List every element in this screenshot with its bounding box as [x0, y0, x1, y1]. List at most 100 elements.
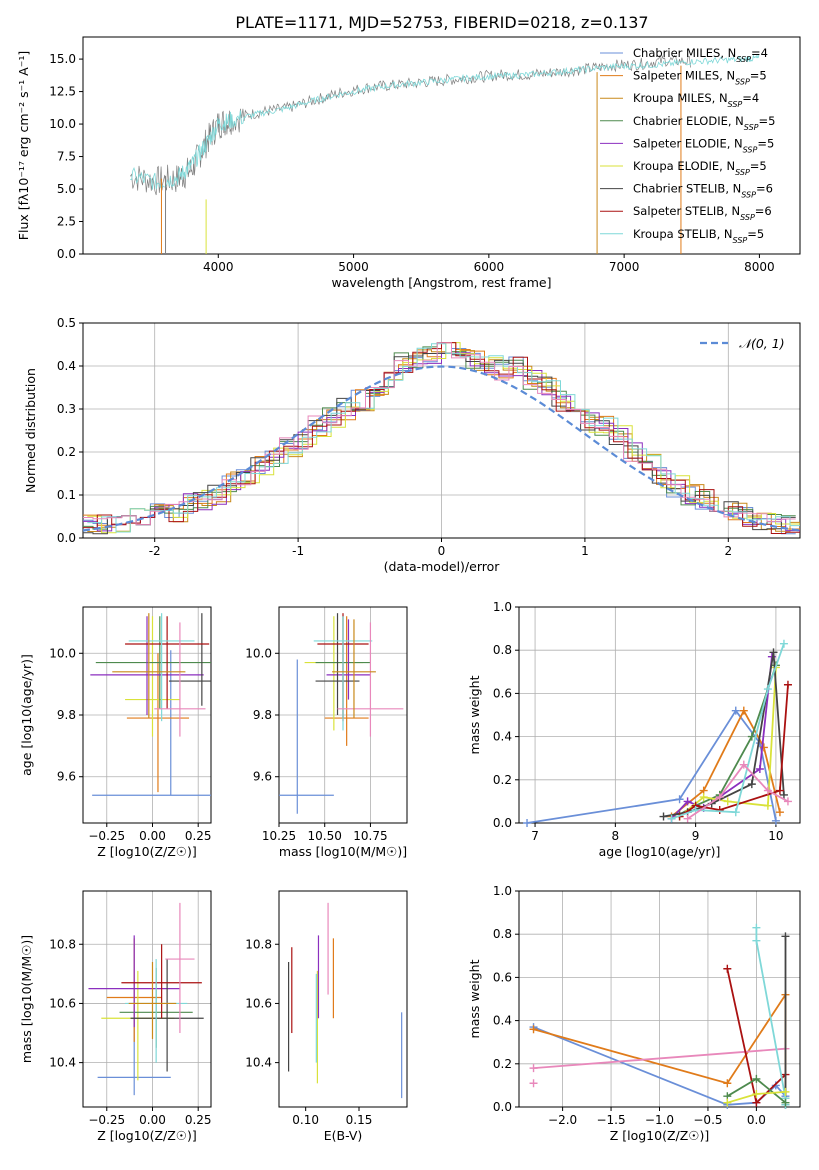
axes-frame	[82, 890, 212, 1108]
weight-marker	[723, 797, 732, 806]
y-tick-label: 10.0	[245, 646, 272, 660]
weight-marker	[659, 812, 668, 821]
y-tick-label: 1.0	[493, 600, 512, 614]
weight-marker	[769, 648, 778, 657]
x-tick-label: 1	[581, 544, 589, 558]
legend-entry: Salpeter STELIB, NSSP=6	[633, 204, 772, 222]
y-tick-label: 0.0	[493, 816, 512, 830]
weight-vs-age-panel: 7 8 9 10 0.0 0.2 0.4 0.6 0.8 1.0 age [log10(age/yr…	[467, 600, 801, 859]
x-tick-label: 6000	[474, 260, 505, 274]
x-tick-label: 0.00	[139, 1113, 166, 1127]
histogram-step	[83, 352, 796, 535]
y-tick-label: 10.0	[49, 117, 76, 131]
weight-marker	[683, 814, 692, 823]
weight-marker	[763, 786, 772, 795]
spectrum-series-line	[130, 54, 691, 196]
mass-vs-ebv-panel: 0.10 0.15 10.4 10.6 10.8 E(B-V)	[245, 890, 408, 1143]
y-tick-label: 0.5	[57, 316, 76, 330]
y-tick-label: 9.6	[253, 770, 272, 784]
legend-entry: Salpeter MILES, NSSP=5	[633, 69, 767, 87]
weight-series-line	[526, 709, 777, 824]
weight-marker	[675, 795, 684, 804]
y-tick-label: 15.0	[49, 52, 76, 66]
x-axis-label: (data-model)/error	[384, 559, 501, 574]
weight-marker	[715, 793, 724, 802]
y-tick-label: 9.6	[57, 770, 76, 784]
y-tick-label: 1.0	[493, 884, 512, 898]
weight-marker	[752, 1074, 761, 1083]
x-tick-label: 9	[692, 829, 700, 843]
x-tick-label: 7000	[609, 260, 640, 274]
x-axis-label: wavelength [Angstrom, rest frame]	[331, 275, 551, 290]
weight-marker	[529, 1064, 538, 1073]
weight-marker	[752, 936, 761, 945]
y-tick-label: 0.6	[493, 970, 512, 984]
spectrum-panel: 4000 5000 6000 7000 8000 0.0 2.5 5.0 7.5 10.0 12.5…	[16, 36, 801, 290]
weight-marker	[731, 706, 740, 715]
x-tick-label: 0.25	[185, 829, 212, 843]
y-tick-label: 7.5	[57, 150, 76, 164]
x-axis-label: age [log10(age/yr)]	[599, 844, 721, 859]
weight-marker	[779, 639, 788, 648]
weight-marker	[775, 808, 784, 817]
weight-marker	[775, 786, 784, 795]
age-vs-mass-panel: 10.25 10.50 10.75 9.6 9.8 10.0 mass [log10(M/M…	[245, 606, 408, 859]
weight-marker	[723, 1098, 732, 1107]
x-tick-label: 8000	[744, 260, 775, 274]
x-axis-label: Z [log10(Z/Z☉)]	[97, 844, 197, 859]
y-tick-label: 0.1	[57, 488, 76, 502]
axes-frame	[82, 36, 801, 255]
weight-marker	[783, 797, 792, 806]
y-tick-label: 0.3	[57, 402, 76, 416]
y-axis-label: mass [log10(M/M☉)]	[19, 935, 34, 1063]
y-tick-label: 0.4	[57, 359, 76, 373]
legend-entry: 𝒩(0, 1)	[739, 336, 785, 351]
histogram-step	[87, 349, 800, 532]
weight-marker	[759, 743, 768, 752]
x-tick-label: 0.15	[346, 1113, 373, 1127]
y-tick-label: 2.5	[57, 215, 76, 229]
weight-marker	[779, 790, 788, 799]
y-tick-label: 0.2	[493, 773, 512, 787]
x-axis-label: Z [log10(Z/Z☉)]	[610, 1128, 710, 1143]
weight-marker	[731, 808, 740, 817]
y-tick-label: 10.8	[245, 937, 272, 951]
weight-series-line	[671, 643, 785, 820]
y-axis-label: Normed distribution	[23, 368, 38, 493]
x-tick-label: 0.10	[292, 1113, 319, 1127]
y-axis-label: Flux [fλ10⁻¹⁷ erg cm⁻² s⁻¹ A⁻¹]	[16, 51, 31, 240]
y-axis-label: mass weight	[467, 959, 482, 1038]
weight-marker	[747, 780, 756, 789]
x-tick-label: −0.25	[88, 829, 125, 843]
y-tick-label: 10.8	[49, 937, 76, 951]
axes-frame	[518, 606, 801, 824]
weight-marker	[715, 806, 724, 815]
y-tick-label: 0.4	[493, 1014, 512, 1028]
x-tick-label: 0.0	[747, 1113, 766, 1127]
weight-marker	[781, 1098, 790, 1107]
spectrum-series-line	[130, 53, 760, 190]
weight-marker	[763, 685, 772, 694]
weight-marker	[752, 1090, 761, 1099]
residual-histogram-panel: -2 -1 0 1 2 0.0 0.1 0.2 0.3 0.4 0.5 (data-model)/er…	[23, 316, 801, 574]
weight-marker	[771, 816, 780, 825]
x-axis-label: E(B-V)	[324, 1128, 363, 1143]
y-tick-label: 0.2	[57, 445, 76, 459]
y-tick-label: 10.6	[49, 996, 76, 1010]
legend-entry: Kroupa ELODIE, NSSP=5	[633, 159, 767, 177]
weight-marker	[723, 1079, 732, 1088]
errorbar-group	[279, 613, 404, 814]
weight-marker	[739, 760, 748, 769]
legend-entry: Kroupa MILES, NSSP=4	[633, 91, 759, 109]
x-tick-label: −2.0	[548, 1113, 577, 1127]
weight-marker	[699, 793, 708, 802]
weight-marker	[739, 706, 748, 715]
weight-marker	[763, 801, 772, 810]
legend-entry: Salpeter ELODIE, NSSP=5	[633, 136, 774, 154]
weight-marker	[683, 797, 692, 806]
x-tick-label: −0.5	[693, 1113, 722, 1127]
mass-vs-metallicity-panel: −0.25 0.00 0.25 10.4 10.6 10.8 Z [log10(Z/Z☉)]…	[19, 890, 212, 1143]
y-axis-label: mass weight	[467, 675, 482, 754]
x-tick-label: 10.75	[353, 829, 387, 843]
